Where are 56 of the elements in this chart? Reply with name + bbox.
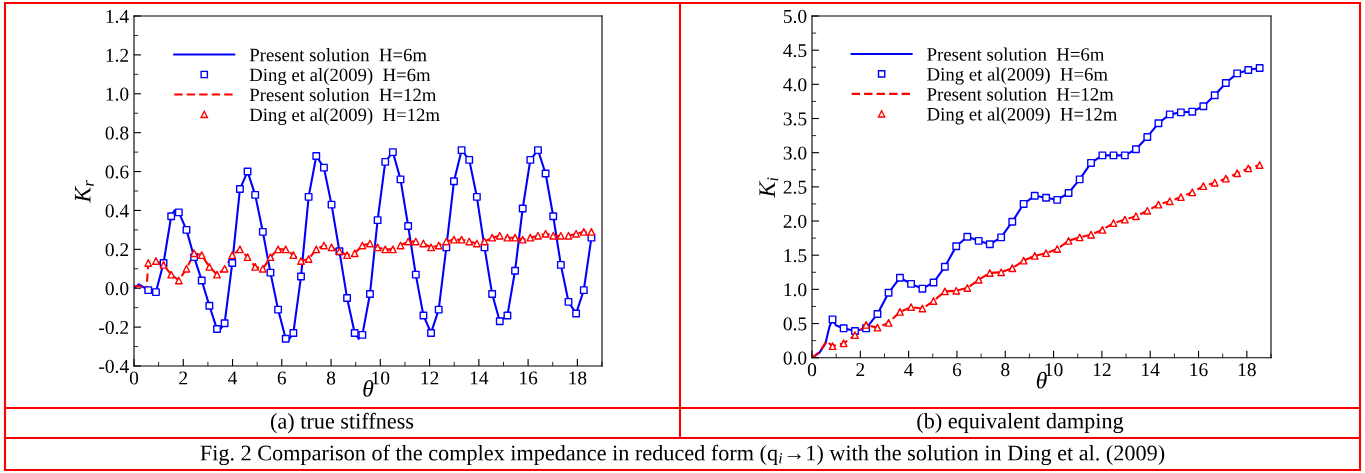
y-tick-label: 0.4 <box>105 204 129 218</box>
x-axis-title: θ <box>1036 371 1047 389</box>
y-tick-label: 0.0 <box>783 351 807 365</box>
y-tick-label: 0.6 <box>105 165 129 179</box>
x-tick-label: 2 <box>856 363 865 377</box>
x-tick-label: 14 <box>1142 363 1160 377</box>
y-tick-label: 1.4 <box>106 9 129 24</box>
x-tick-label: 0 <box>807 363 817 377</box>
x-axis-title: θ <box>363 380 374 397</box>
legend-label: Ding et al(2009) H=6m <box>927 67 1108 85</box>
legend-label: Present solution H=6m <box>249 48 427 62</box>
y-tick-label: 4.0 <box>783 78 807 92</box>
legend-label: Ding et al(2009) H=6m <box>249 68 431 86</box>
y-axis-title: K$_{i}$ <box>759 177 779 198</box>
y-tick-label: 2.0 <box>783 214 807 229</box>
y-axis-title: K$_{r}$ <box>74 180 94 203</box>
y-tick-label: 5.0 <box>783 9 807 24</box>
x-tick-label: 4 <box>904 363 914 377</box>
legend-label: Ding et al(2009) H=12m <box>927 107 1118 125</box>
x-tick-label: 18 <box>1238 363 1256 377</box>
x-tick-label: 8 <box>1001 363 1010 377</box>
x-tick-label: 2 <box>179 371 188 385</box>
y-tick-label: 4.5 <box>783 44 807 58</box>
y-tick-label: 0.0 <box>105 282 129 296</box>
text: (b) equivalent damping <box>917 412 1124 434</box>
y-tick-label: 0.2 <box>105 243 129 257</box>
y-tick-label: 0.5 <box>783 317 807 331</box>
y-tick-label: 3.0 <box>783 146 807 160</box>
x-tick-label: 16 <box>520 371 538 385</box>
x-tick-label: 18 <box>569 371 587 385</box>
caption: Fig. 2 Comparison of the complex impedance in reduced form (q$_{i}$→1) with the solution in Ding et al. (2009) <box>200 444 1165 466</box>
x-tick-label: 14 <box>470 371 489 385</box>
legend-label: Present solution H=12m <box>249 88 437 102</box>
y-tick-label: 1.2 <box>106 48 129 62</box>
x-tick-label: 10 <box>1045 363 1063 377</box>
x-tick-label: 16 <box>1190 363 1208 377</box>
x-tick-label: 12 <box>421 371 439 385</box>
y-tick-label: -0.2 <box>99 320 129 335</box>
x-tick-label: 8 <box>326 371 336 385</box>
text: (a) true stiffness <box>270 412 414 434</box>
legend-label: Present solution H=6m <box>927 47 1105 61</box>
y-tick-label: 0.8 <box>105 126 129 140</box>
x-tick-label: 10 <box>372 371 390 385</box>
y-tick-label: 2.5 <box>783 180 807 194</box>
x-tick-label: 12 <box>1093 363 1111 377</box>
legend-label: Ding et al(2009) H=12m <box>249 107 440 126</box>
y-tick-label: 3.5 <box>783 112 807 126</box>
y-tick-label: 1.5 <box>784 249 807 263</box>
x-tick-label: 4 <box>228 371 238 385</box>
y-tick-label: 1.0 <box>106 87 129 101</box>
y-tick-label: 1.0 <box>784 283 807 297</box>
x-tick-label: 6 <box>277 371 287 385</box>
x-tick-label: 6 <box>952 363 962 377</box>
legend-label: Present solution H=12m <box>927 87 1114 101</box>
y-tick-label: -0.4 <box>99 359 129 374</box>
x-tick-label: 0 <box>129 371 139 385</box>
